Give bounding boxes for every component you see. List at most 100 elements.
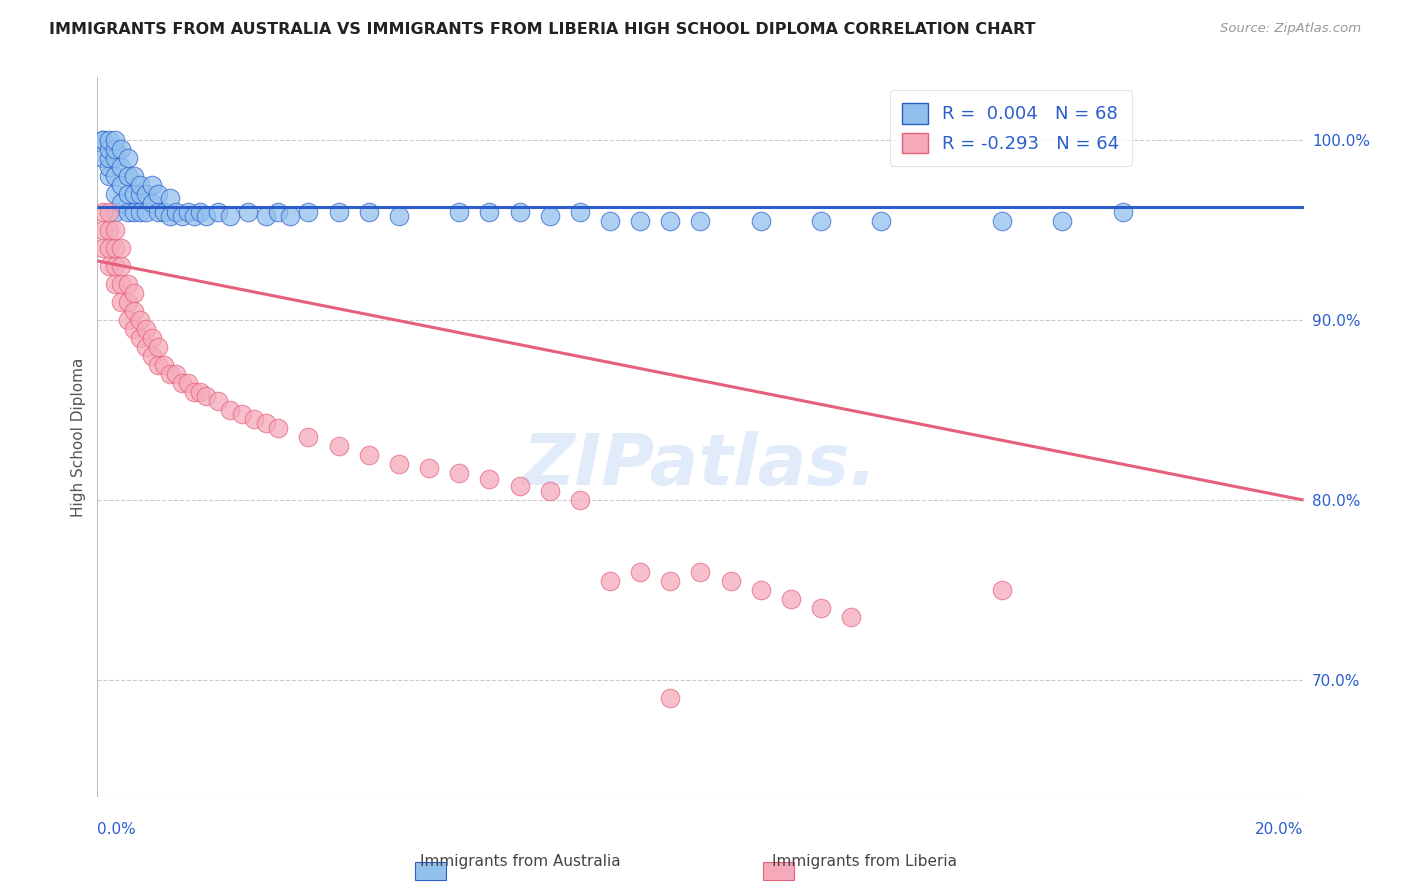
Point — [135, 322, 157, 336]
Point — [98, 169, 121, 184]
Point — [128, 178, 150, 193]
Point — [418, 460, 440, 475]
Point — [104, 205, 127, 219]
Point — [93, 205, 115, 219]
Legend: R =  0.004   N = 68, R = -0.293   N = 64: R = 0.004 N = 68, R = -0.293 N = 64 — [890, 90, 1132, 166]
Point — [207, 205, 229, 219]
Point — [357, 448, 380, 462]
Point — [122, 322, 145, 336]
Point — [659, 690, 682, 705]
Point — [104, 223, 127, 237]
Point — [177, 376, 200, 391]
Point — [231, 407, 253, 421]
Point — [135, 340, 157, 354]
Point — [236, 205, 259, 219]
Point — [170, 376, 193, 391]
Point — [117, 205, 139, 219]
Point — [117, 277, 139, 292]
Point — [117, 313, 139, 327]
Point — [122, 286, 145, 301]
Point — [159, 191, 181, 205]
Point — [599, 214, 621, 228]
Point — [509, 205, 531, 219]
Point — [991, 582, 1014, 597]
Point — [297, 205, 319, 219]
Point — [689, 214, 711, 228]
Point — [98, 152, 121, 166]
Text: IMMIGRANTS FROM AUSTRALIA VS IMMIGRANTS FROM LIBERIA HIGH SCHOOL DIPLOMA CORRELA: IMMIGRANTS FROM AUSTRALIA VS IMMIGRANTS … — [49, 22, 1036, 37]
Point — [810, 214, 832, 228]
Point — [135, 205, 157, 219]
Point — [128, 205, 150, 219]
Point — [328, 205, 350, 219]
Point — [478, 205, 501, 219]
Point — [128, 187, 150, 202]
Point — [188, 385, 211, 400]
Point — [93, 133, 115, 147]
Point — [117, 187, 139, 202]
Point — [104, 142, 127, 156]
Point — [110, 295, 132, 310]
Point — [104, 169, 127, 184]
Point — [297, 430, 319, 444]
Point — [141, 196, 163, 211]
Point — [128, 313, 150, 327]
Point — [93, 241, 115, 255]
Point — [219, 209, 242, 223]
Point — [93, 133, 115, 147]
Point — [104, 133, 127, 147]
Point — [122, 304, 145, 318]
Point — [689, 565, 711, 579]
Point — [780, 592, 803, 607]
Point — [98, 161, 121, 175]
Text: ZIPatlas.: ZIPatlas. — [523, 432, 877, 500]
Point — [98, 142, 121, 156]
Point — [110, 196, 132, 211]
Point — [104, 260, 127, 274]
Point — [98, 223, 121, 237]
Point — [449, 466, 471, 480]
Point — [478, 471, 501, 485]
Point — [177, 205, 200, 219]
Point — [870, 214, 893, 228]
Point — [1052, 214, 1074, 228]
Point — [659, 574, 682, 588]
Point — [122, 187, 145, 202]
Point — [104, 187, 127, 202]
Point — [104, 152, 127, 166]
Point — [104, 277, 127, 292]
Point — [243, 412, 266, 426]
Text: 0.0%: 0.0% — [97, 822, 136, 837]
Point — [628, 565, 651, 579]
Point — [194, 389, 217, 403]
Point — [449, 205, 471, 219]
Y-axis label: High School Diploma: High School Diploma — [72, 358, 86, 516]
Point — [188, 205, 211, 219]
Point — [628, 214, 651, 228]
Text: Immigrants from Liberia: Immigrants from Liberia — [772, 854, 957, 869]
Point — [1111, 205, 1133, 219]
Point — [254, 209, 277, 223]
Point — [141, 349, 163, 363]
Point — [98, 133, 121, 147]
Point — [146, 205, 169, 219]
Point — [146, 187, 169, 202]
Point — [219, 403, 242, 417]
Point — [659, 214, 682, 228]
Point — [93, 223, 115, 237]
Point — [839, 610, 862, 624]
Point — [538, 209, 561, 223]
Point — [146, 358, 169, 372]
Point — [128, 331, 150, 345]
Point — [117, 169, 139, 184]
Point — [165, 205, 187, 219]
Point — [810, 601, 832, 615]
Point — [568, 205, 591, 219]
Point — [749, 214, 772, 228]
Point — [568, 493, 591, 508]
Point — [110, 241, 132, 255]
Point — [170, 209, 193, 223]
Text: 20.0%: 20.0% — [1256, 822, 1303, 837]
Text: Immigrants from Australia: Immigrants from Australia — [420, 854, 620, 869]
Point — [110, 277, 132, 292]
